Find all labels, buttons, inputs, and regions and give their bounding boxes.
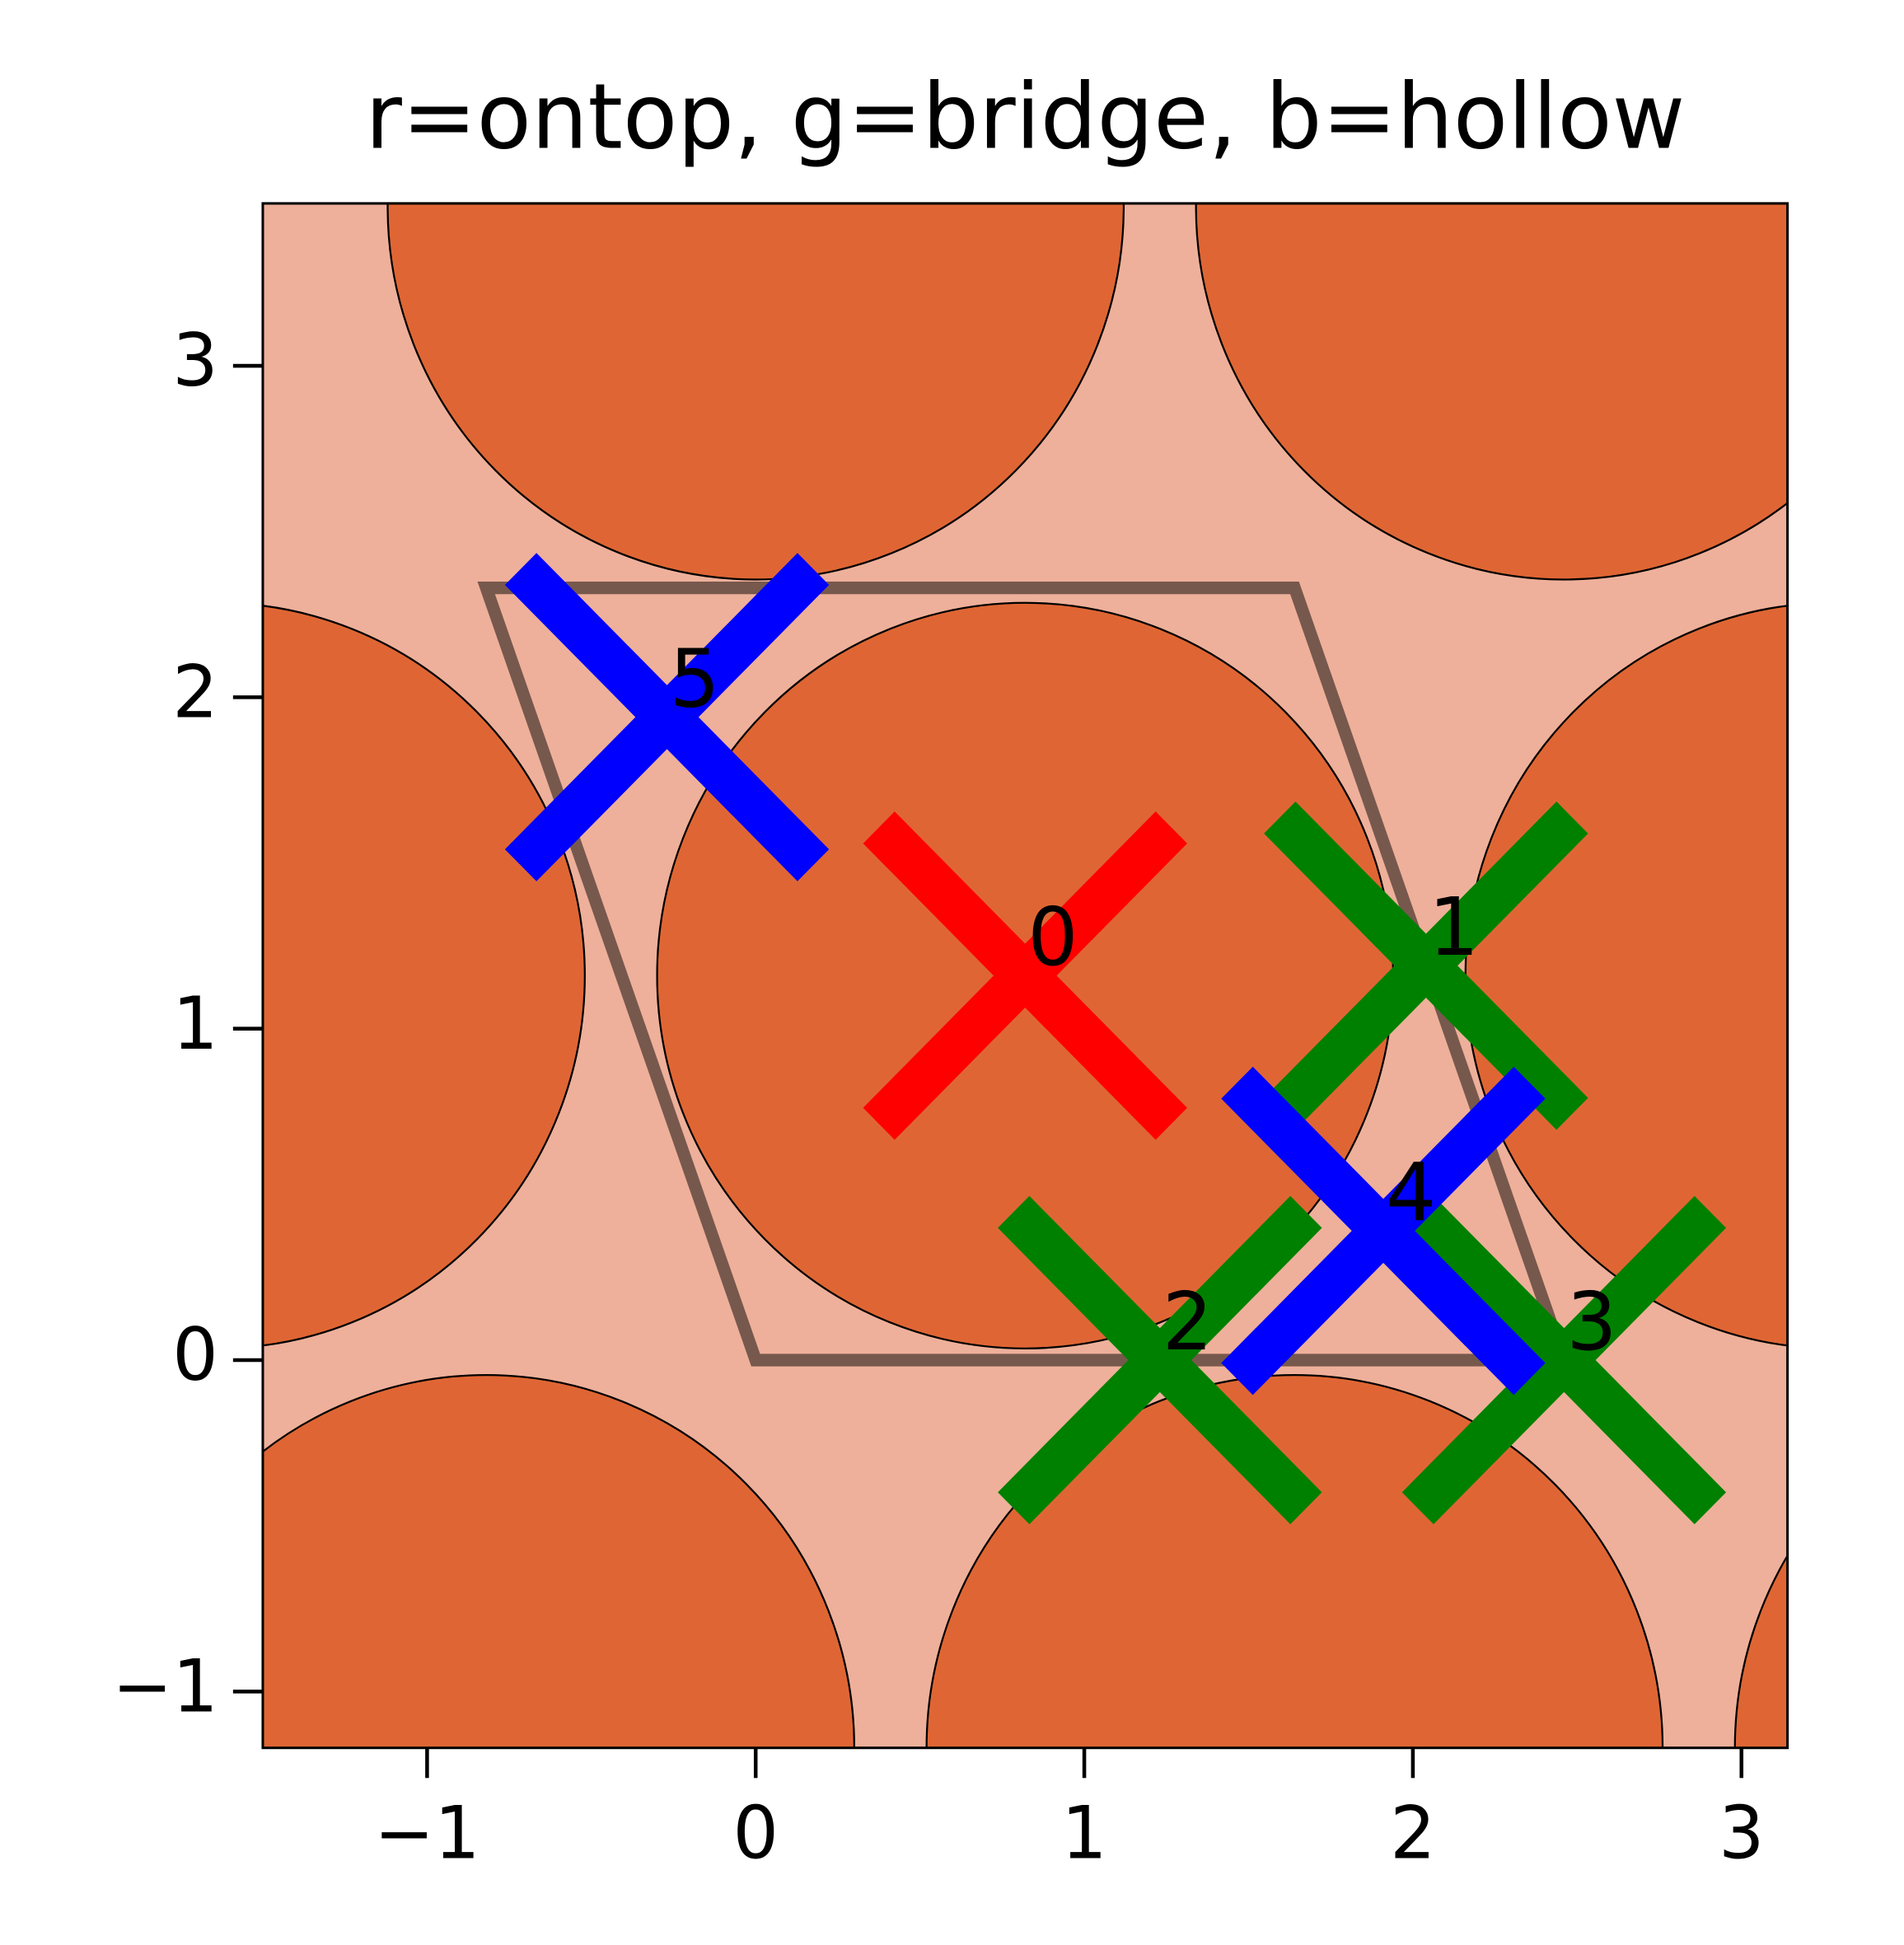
site-marker (998, 1195, 1322, 1525)
y-tick-label: 3 (172, 318, 218, 404)
site-label: 1 (1429, 881, 1479, 975)
x-tick-label: 3 (1719, 1790, 1765, 1876)
site-label: 5 (670, 632, 720, 726)
atom (1195, 203, 1788, 581)
x-tick-label: 1 (1061, 1790, 1107, 1876)
atom (262, 1374, 855, 1748)
site-label: 0 (1027, 891, 1078, 984)
unit-cell (477, 581, 1573, 1367)
site-marker (1401, 1195, 1727, 1525)
site-label: 3 (1566, 1274, 1616, 1368)
y-tick-label: −1 (112, 1643, 218, 1729)
site-marker (863, 811, 1187, 1140)
site-marker (1264, 801, 1588, 1130)
x-tick-label: 2 (1390, 1790, 1436, 1876)
x-tick-label: 0 (732, 1790, 779, 1876)
axes-frame (261, 202, 1789, 1750)
site-marker (504, 553, 830, 881)
atom (386, 203, 1125, 581)
atom (262, 605, 586, 1347)
y-tick-label: 2 (172, 649, 218, 735)
x-tick-label: −1 (374, 1790, 480, 1876)
site-label: 2 (1163, 1274, 1213, 1368)
atom (1733, 1554, 1788, 1748)
y-tick-label: 1 (172, 980, 218, 1066)
chart-title: r=ontop, g=bridge, b=hollow (365, 64, 1685, 170)
y-tick-label: 0 (172, 1312, 218, 1398)
site-marker (1221, 1066, 1546, 1396)
site-label: 4 (1386, 1145, 1436, 1239)
